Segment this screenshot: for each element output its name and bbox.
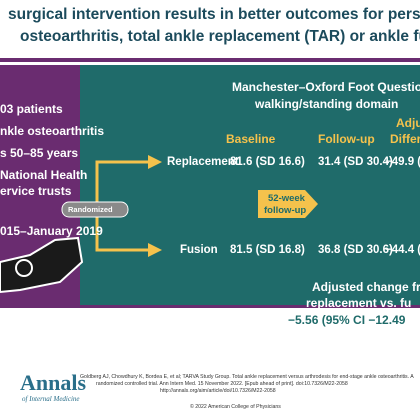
citation: randomized controlled trial. Ann Intern … <box>96 381 348 387</box>
adjusted-text: Adjusted change from <box>312 280 420 294</box>
cell: −49.9 ( <box>385 156 420 168</box>
band <box>0 305 420 308</box>
randomized-pill <box>61 201 129 218</box>
followup-arrow <box>258 190 318 218</box>
column-header: Baseline <box>226 132 276 146</box>
logo-sub: of Internal Medicine <box>22 395 80 403</box>
followup-label: 52-week <box>268 193 305 204</box>
column-header: Differ <box>390 132 420 146</box>
row-label: Replacement <box>167 156 239 168</box>
results-heading: walking/standing domain <box>255 97 399 111</box>
title-line: osteoarthritis, total ankle replacement … <box>20 28 420 45</box>
population-item: 03 patients <box>0 102 63 116</box>
band <box>0 58 420 62</box>
adjusted-text: replacement vs. fu <box>306 296 412 310</box>
followup-label: follow-up <box>264 205 307 216</box>
results-heading: Manchester–Oxford Foot Questionnai <box>232 80 420 94</box>
cell: −44.4 ( <box>385 244 420 256</box>
arrow-head <box>148 243 162 257</box>
row-label: Fusion <box>180 244 218 256</box>
cell: 81.6 (SD 16.6) <box>230 156 305 168</box>
population-item: ervice trusts <box>0 184 72 198</box>
column-header: Adju <box>396 116 420 130</box>
population-item: 015–January 2019 <box>0 224 103 238</box>
cell: 36.8 (SD 30.6) <box>318 244 393 256</box>
cell: 31.4 (SD 30.4) <box>318 156 393 168</box>
copyright: © 2022 American College of Physicians <box>190 404 281 410</box>
adjusted-text: −5.56 (95% CI −12.49 <box>288 313 406 327</box>
randomized-label: Randomized <box>68 205 113 214</box>
results-panel <box>78 65 420 305</box>
column-header: Follow-up <box>318 132 375 146</box>
population-item: National Health <box>0 168 88 182</box>
population-item: nkle osteoarthritis <box>0 124 105 138</box>
ankle-icon <box>0 236 84 294</box>
title-line: surgical intervention results in better … <box>8 6 420 23</box>
citation: Goldberg AJ, Chowdhury K, Bordea E, et a… <box>80 374 414 380</box>
cell: 81.5 (SD 16.8) <box>230 244 305 256</box>
population-item: s 50–85 years <box>0 146 79 160</box>
logo: Annals <box>20 370 87 395</box>
arrow-head <box>148 155 162 169</box>
citation: http://annals.org/aim/article/doi/10.732… <box>160 388 276 394</box>
